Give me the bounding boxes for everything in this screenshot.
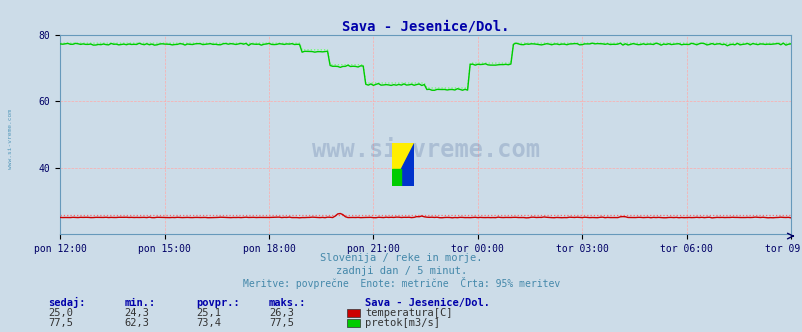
Text: 26,3: 26,3 xyxy=(269,308,294,318)
Text: zadnji dan / 5 minut.: zadnji dan / 5 minut. xyxy=(335,266,467,276)
Text: 77,5: 77,5 xyxy=(269,318,294,328)
Text: www.si-vreme.com: www.si-vreme.com xyxy=(8,110,13,169)
Text: Sava - Jesenice/Dol.: Sava - Jesenice/Dol. xyxy=(365,298,490,308)
Text: 25,1: 25,1 xyxy=(196,308,221,318)
Text: 24,3: 24,3 xyxy=(124,308,149,318)
Text: www.si-vreme.com: www.si-vreme.com xyxy=(311,138,539,162)
Polygon shape xyxy=(391,143,414,186)
Title: Sava - Jesenice/Dol.: Sava - Jesenice/Dol. xyxy=(342,20,508,34)
Text: 25,0: 25,0 xyxy=(48,308,73,318)
Text: 62,3: 62,3 xyxy=(124,318,149,328)
Text: Meritve: povprečne  Enote: metrične  Črta: 95% meritev: Meritve: povprečne Enote: metrične Črta:… xyxy=(242,277,560,289)
Text: sedaj:: sedaj: xyxy=(48,297,86,308)
Polygon shape xyxy=(391,143,414,186)
Polygon shape xyxy=(391,169,400,186)
Text: temperatura[C]: temperatura[C] xyxy=(365,308,452,318)
Text: povpr.:: povpr.: xyxy=(196,298,240,308)
Text: min.:: min.: xyxy=(124,298,156,308)
Text: 73,4: 73,4 xyxy=(196,318,221,328)
Text: maks.:: maks.: xyxy=(269,298,306,308)
Text: 77,5: 77,5 xyxy=(48,318,73,328)
Text: Slovenija / reke in morje.: Slovenija / reke in morje. xyxy=(320,253,482,263)
Text: pretok[m3/s]: pretok[m3/s] xyxy=(365,318,439,328)
